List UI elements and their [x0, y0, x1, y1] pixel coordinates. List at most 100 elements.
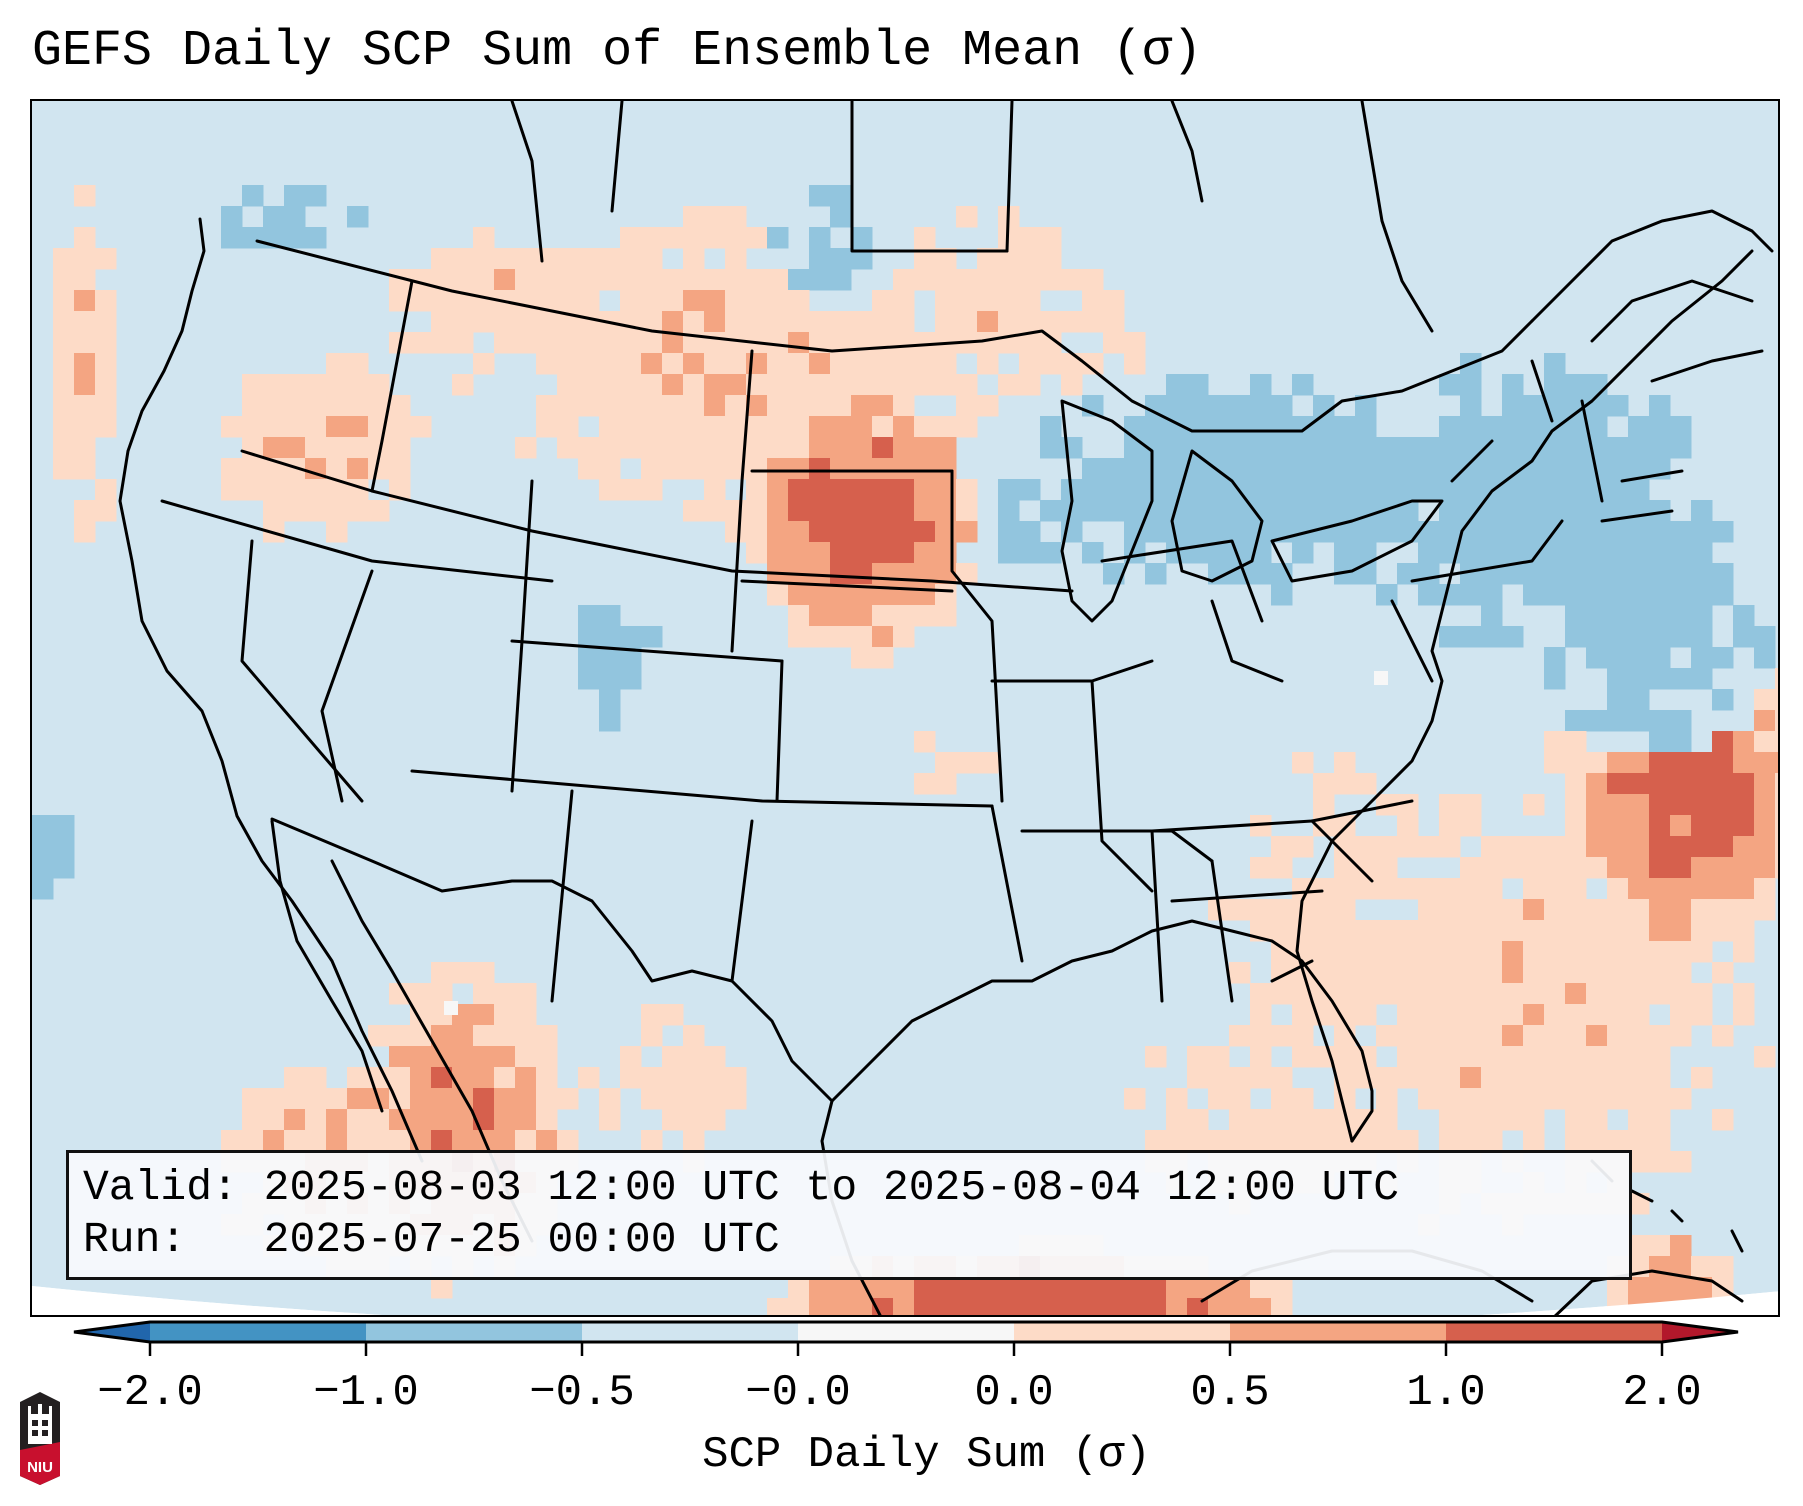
- anomaly-cell: [809, 563, 831, 585]
- anomaly-cell: [1397, 1130, 1419, 1152]
- anomaly-cell: [431, 983, 453, 1005]
- anomaly-cell: [1439, 1109, 1461, 1131]
- anomaly-cell: [1460, 500, 1482, 522]
- anomaly-cell: [1754, 1046, 1776, 1068]
- anomaly-cell: [515, 269, 537, 291]
- boundary-line: [1730, 1229, 1744, 1253]
- anomaly-cell: [1313, 458, 1335, 480]
- anomaly-cell: [74, 437, 96, 459]
- anomaly-cell: [935, 437, 957, 459]
- anomaly-cell: [893, 605, 915, 627]
- anomaly-cell: [1376, 836, 1398, 858]
- anomaly-cell: [1439, 626, 1461, 648]
- anomaly-cell: [1292, 374, 1314, 396]
- anomaly-cell: [1502, 374, 1524, 396]
- anomaly-cell: [893, 416, 915, 438]
- anomaly-cell: [1187, 416, 1209, 438]
- anomaly-cell: [683, 500, 705, 522]
- boundary-line: [830, 919, 1374, 1143]
- anomaly-cell: [305, 479, 327, 501]
- anomaly-cell: [1460, 1004, 1482, 1026]
- boundary-line: [1600, 509, 1674, 523]
- anomaly-cell: [977, 353, 999, 375]
- anomaly-cell: [1208, 1298, 1230, 1315]
- anomaly-cell: [1460, 983, 1482, 1005]
- anomaly-cell: [305, 437, 327, 459]
- anomaly-cell: [1607, 689, 1629, 711]
- anomaly-cell: [95, 395, 117, 417]
- anomaly-cell: [1250, 458, 1272, 480]
- anomaly-cell: [1145, 563, 1167, 585]
- anomaly-cell: [473, 248, 495, 270]
- anomaly-cell: [641, 311, 663, 333]
- anomaly-cell: [1124, 500, 1146, 522]
- anomaly-cell: [452, 1025, 474, 1047]
- anomaly-cell: [1166, 500, 1188, 522]
- anomaly-cell: [1481, 836, 1503, 858]
- anomaly-cell: [767, 269, 789, 291]
- anomaly-cell: [1229, 500, 1251, 522]
- anomaly-cell: [914, 437, 936, 459]
- anomaly-cell: [515, 1130, 537, 1152]
- anomaly-cell: [1355, 941, 1377, 963]
- anomaly-cell: [1607, 500, 1629, 522]
- anomaly-cell: [1712, 731, 1734, 753]
- anomaly-cell: [305, 185, 327, 207]
- anomaly-cell: [515, 1109, 537, 1131]
- anomaly-cell: [893, 542, 915, 564]
- anomaly-cell: [1691, 941, 1713, 963]
- anomaly-cell: [1754, 878, 1776, 900]
- boundary-line: [1390, 599, 1434, 683]
- anomaly-cell: [263, 437, 285, 459]
- anomaly-cell: [1607, 479, 1629, 501]
- anomaly-cell: [1670, 857, 1692, 879]
- anomaly-cell: [1103, 311, 1125, 333]
- anomaly-cell: [1544, 731, 1566, 753]
- anomaly-cell: [599, 626, 621, 648]
- anomaly-cell: [641, 437, 663, 459]
- anomaly-cell: [1460, 374, 1482, 396]
- anomaly-cell: [473, 1046, 495, 1068]
- anomaly-cell: [1481, 1046, 1503, 1068]
- anomaly-cell: [1691, 752, 1713, 774]
- anomaly-cell: [95, 479, 117, 501]
- anomaly-cell: [410, 416, 432, 438]
- anomaly-cell: [1250, 1067, 1272, 1089]
- anomaly-cell: [1670, 1088, 1692, 1110]
- anomaly-cell: [851, 647, 873, 669]
- anomaly-cell: [536, 248, 558, 270]
- anomaly-cell: [53, 815, 75, 837]
- anomaly-cell: [872, 353, 894, 375]
- anomaly-cell: [1670, 794, 1692, 816]
- anomaly-cell: [389, 269, 411, 291]
- anomaly-cell: [95, 290, 117, 312]
- anomaly-cell: [1376, 458, 1398, 480]
- anomaly-cell: [95, 332, 117, 354]
- anomaly-cell: [1019, 479, 1041, 501]
- anomaly-cell: [1586, 710, 1608, 732]
- anomaly-cell: [95, 416, 117, 438]
- anomaly-cell: [1292, 1109, 1314, 1131]
- anomaly-cell: [725, 1088, 747, 1110]
- anomaly-cell: [788, 332, 810, 354]
- anomaly-cell: [1670, 1235, 1692, 1257]
- anomaly-cell: [1670, 1277, 1692, 1299]
- anomaly-cell: [1502, 1067, 1524, 1089]
- anomaly-cell: [473, 290, 495, 312]
- anomaly-cell: [1565, 584, 1587, 606]
- anomaly-cell: [1712, 836, 1734, 858]
- anomaly-cell: [1712, 563, 1734, 585]
- anomaly-cell: [1691, 542, 1713, 564]
- anomaly-cell: [1271, 920, 1293, 942]
- anomaly-cell: [368, 395, 390, 417]
- anomaly-cell: [851, 395, 873, 417]
- anomaly-cell: [473, 1025, 495, 1047]
- anomaly-cell: [1271, 1130, 1293, 1152]
- anomaly-cell: [641, 248, 663, 270]
- anomaly-cell: [1565, 857, 1587, 879]
- anomaly-cell: [1649, 626, 1671, 648]
- anomaly-cell: [1586, 1067, 1608, 1089]
- anomaly-cell: [1502, 1109, 1524, 1131]
- anomaly-cell: [1523, 920, 1545, 942]
- anomaly-cell: [767, 374, 789, 396]
